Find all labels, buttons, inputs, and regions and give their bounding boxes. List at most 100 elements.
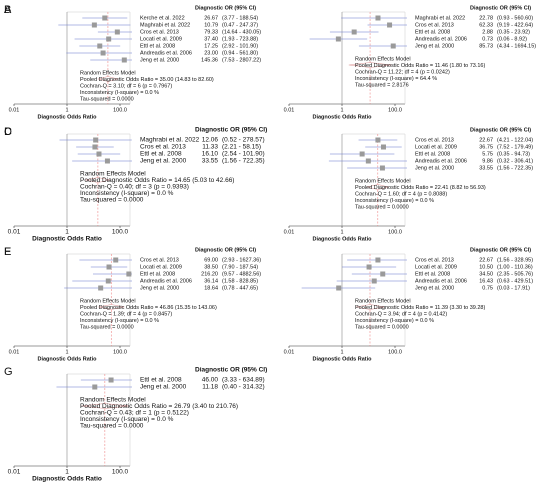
x-tick-label: 100.0 [388,229,402,235]
summary-text: Tau-squared = 0.0000 [80,423,144,430]
plot [59,134,132,226]
ci-label: (0.32 - 306.41) [497,158,533,164]
or-value: 36.14 [204,278,218,284]
pooled-diamond [348,62,392,68]
summary-text: Inconsistency (I-square) = 0.0 % [80,90,159,96]
x-tick-label: 1 [65,229,69,236]
panel-label: F [4,246,11,258]
study-name: Ettl et al. 2008 [140,43,175,49]
ci-label: (2.35 - 505.76) [497,271,533,277]
x-axis-label: Diagnostic Odds Ratio [38,356,98,362]
or-square [351,29,357,35]
summary-text: Pooled Diagnostic Odds Ratio = 26.79 (3.… [80,403,238,410]
x-tick-label: 0.01 [284,229,295,235]
or-square [375,15,381,21]
study-name: Jeng et al. 2000 [140,285,179,291]
panel: F Diagnostic OR (95% CI) 0.01 1 100.0 Diagnos… [4,246,533,363]
ci-label: (3.33 - 634.89) [222,377,265,384]
pooled-diamond [97,76,118,82]
or-value: 11.33 [202,144,218,151]
ci-label: (1.58 - 828.85) [222,278,258,284]
column-header: Diagnostic OR (95% CI) [195,5,256,11]
summary-text: Inconsistency (I-square) = 0.0 % [355,198,434,204]
plot [64,254,132,346]
study-name: Ettl et al. 2008 [140,377,182,384]
study-name: Cros et al. 2013 [140,29,179,35]
or-square [93,137,99,143]
study-name: Maghrabi et al. 2022 [415,15,465,21]
study-name: Jeng et al. 2000 [140,158,187,165]
summary-text: Cochran-Q = 3.94; df = 4 (p = 0.4142) [355,311,447,317]
or-value: 0.73 [482,36,493,42]
or-value: 216.20 [201,271,218,277]
ci-label: (0.47 - 247.37) [222,22,258,28]
ci-label: (9.19 - 422.64) [497,22,533,28]
or-square [98,285,104,291]
or-square [108,377,114,383]
plot [58,12,132,104]
or-value: 69.00 [204,257,218,263]
panel: G Diagnostic OR (95% CI) 0.01 1 100.0 Diagnos… [4,366,267,483]
x-tick-label: 100.0 [113,107,127,113]
plot [309,12,407,104]
or-square [106,264,112,270]
summary-text: Inconsistency (I-square) = 64.4 % [355,76,437,82]
x-tick-label: 100.0 [112,229,129,236]
ci-label: (0.03 - 17.91) [497,285,530,291]
study-name: Andreadis et al. 2006 [415,278,467,284]
pooled-diamond [355,304,385,310]
panel: B Diagnostic OR (95% CI) 0.01 1 100.0 Diagnos… [4,4,536,121]
panel-label: A [4,4,12,16]
or-square [380,144,386,150]
or-square [380,271,386,277]
summary-text: Inconsistency (I-square) = 0.0 % [355,318,434,324]
or-square [366,264,372,270]
study-name: Locati et al. 2009 [415,264,457,270]
ci-label: (0.35 - 23.92) [497,29,530,35]
plot [56,374,132,466]
x-tick-label: 100.0 [388,107,402,113]
study-name: Ettl et al. 2008 [140,271,175,277]
or-square [100,50,106,56]
column-header: Diagnostic OR (95% CI) [195,367,267,374]
x-axis-label: Diagnostic Odds Ratio [313,236,373,242]
summary-text: Cochran-Q = 0.40; df = 3 (p = 0.9393) [80,184,189,191]
or-square [371,278,377,284]
x-axis-label: Diagnostic Odds Ratio [313,356,373,362]
panel-label: C [4,126,12,138]
or-square [365,158,371,164]
ci-label: (0.40 - 314.32) [222,384,265,391]
or-square [106,36,112,42]
panel-label: E [4,246,11,258]
or-value: 0.75 [482,285,493,291]
x-tick-label: 100.0 [388,349,402,355]
ci-label: (1.00 - 110.36) [497,264,533,270]
study-name: Jeng et al. 2000 [415,43,454,49]
or-value: 5.75 [482,151,493,157]
summary-text: Pooled Diagnostic Odds Ratio = 22.41 (8.… [355,185,486,191]
or-value: 18.64 [204,285,218,291]
ci-label: (2.54 - 101.90) [222,151,265,158]
or-value: 33.55 [479,165,493,171]
study-name: Ettl et al. 2008 [140,151,182,158]
x-tick-label: 1 [65,469,69,476]
or-square [387,22,393,28]
or-value: 22.67 [479,137,493,143]
summary-text: Cochran-Q = 1.60; df = 4 (p = 0.8088) [355,191,447,197]
ci-label: (1.56 - 328.95) [497,257,533,263]
ci-label: (0.06 - 8.92) [497,36,527,42]
or-square [97,43,103,49]
ci-label: (2.21 - 58.15) [222,144,261,151]
ci-label: (1.56 - 722.35) [222,158,265,165]
panel: C Diagnostic OR (95% CI) 0.01 1 100.0 Diagnos… [4,126,267,243]
summary-text: Pooled Diagnostic Odds Ratio = 11.46 (1.… [355,63,485,69]
study-name: Cros et al. 2013 [415,22,454,28]
or-square [92,144,98,150]
x-tick-label: 1 [65,107,68,113]
or-square [336,285,342,291]
ci-label: (2.92 - 101.90) [222,43,258,49]
x-tick-label: 0.01 [9,107,20,113]
x-axis-label: Diagnostic Odds Ratio [38,114,98,120]
x-axis-label: Diagnostic Odds Ratio [32,236,102,243]
